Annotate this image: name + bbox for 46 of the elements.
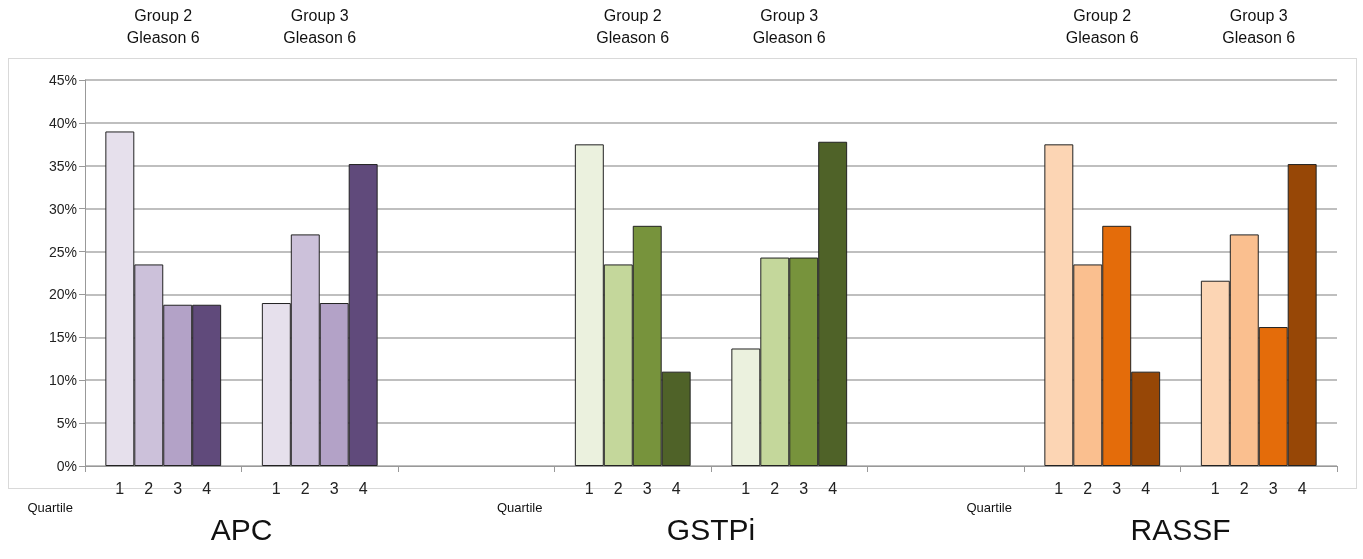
text: Group 2 Gleason 6 xyxy=(1065,6,1139,46)
text: Quartile xyxy=(496,499,543,515)
text: 2 xyxy=(613,479,623,497)
y-tick-label: 35% xyxy=(48,157,77,174)
text: 2 xyxy=(1083,479,1093,497)
y-tick-label: 20% xyxy=(48,286,77,303)
text: 3 xyxy=(1112,479,1122,497)
text: 2 xyxy=(300,479,310,497)
text: 4 xyxy=(1141,479,1151,497)
text: 1 xyxy=(271,479,281,497)
text: 4 xyxy=(828,479,838,497)
text: Group 3 Gleason 6 xyxy=(752,6,826,46)
text: 3 xyxy=(642,479,652,497)
series-label: 2 xyxy=(144,479,154,497)
text: Group 2 Gleason 6 xyxy=(596,6,670,46)
text: 1 xyxy=(1054,479,1064,497)
text: 3 xyxy=(799,479,809,497)
text: 1 xyxy=(741,479,751,497)
y-tick-label: 45% xyxy=(48,72,77,88)
text: 1 xyxy=(584,479,594,497)
text: 4 xyxy=(1297,479,1307,497)
text: 4 xyxy=(358,479,368,497)
text: Quartile xyxy=(966,499,1012,515)
text: 2 xyxy=(1239,479,1249,497)
y-tick-label: 40% xyxy=(48,114,77,131)
text: Group 2 Gleason 6 xyxy=(126,6,200,46)
text: 3 xyxy=(1268,479,1278,497)
text: 1 xyxy=(1210,479,1220,497)
y-tick-label: 5% xyxy=(56,415,77,432)
y-tick-label: 30% xyxy=(48,200,77,217)
text: RASSF xyxy=(1130,512,1231,546)
series-label: 3 xyxy=(173,479,183,497)
text: Group 3 Gleason 6 xyxy=(283,6,357,46)
text: Quartile xyxy=(27,499,73,515)
text: Group 3 Gleason 6 xyxy=(1222,6,1296,46)
series-label: 4 xyxy=(202,479,212,497)
y-tick-label: 25% xyxy=(48,243,77,260)
y-tick-label: 10% xyxy=(48,372,77,389)
series-label: 1 xyxy=(115,479,125,497)
text: 4 xyxy=(671,479,681,497)
text: 2 xyxy=(770,479,780,497)
y-tick-label: 15% xyxy=(48,329,77,346)
y-tick-label: 0% xyxy=(56,458,77,474)
text: GSTPi xyxy=(666,512,756,546)
text: 3 xyxy=(329,479,339,497)
text: APC xyxy=(210,512,273,546)
